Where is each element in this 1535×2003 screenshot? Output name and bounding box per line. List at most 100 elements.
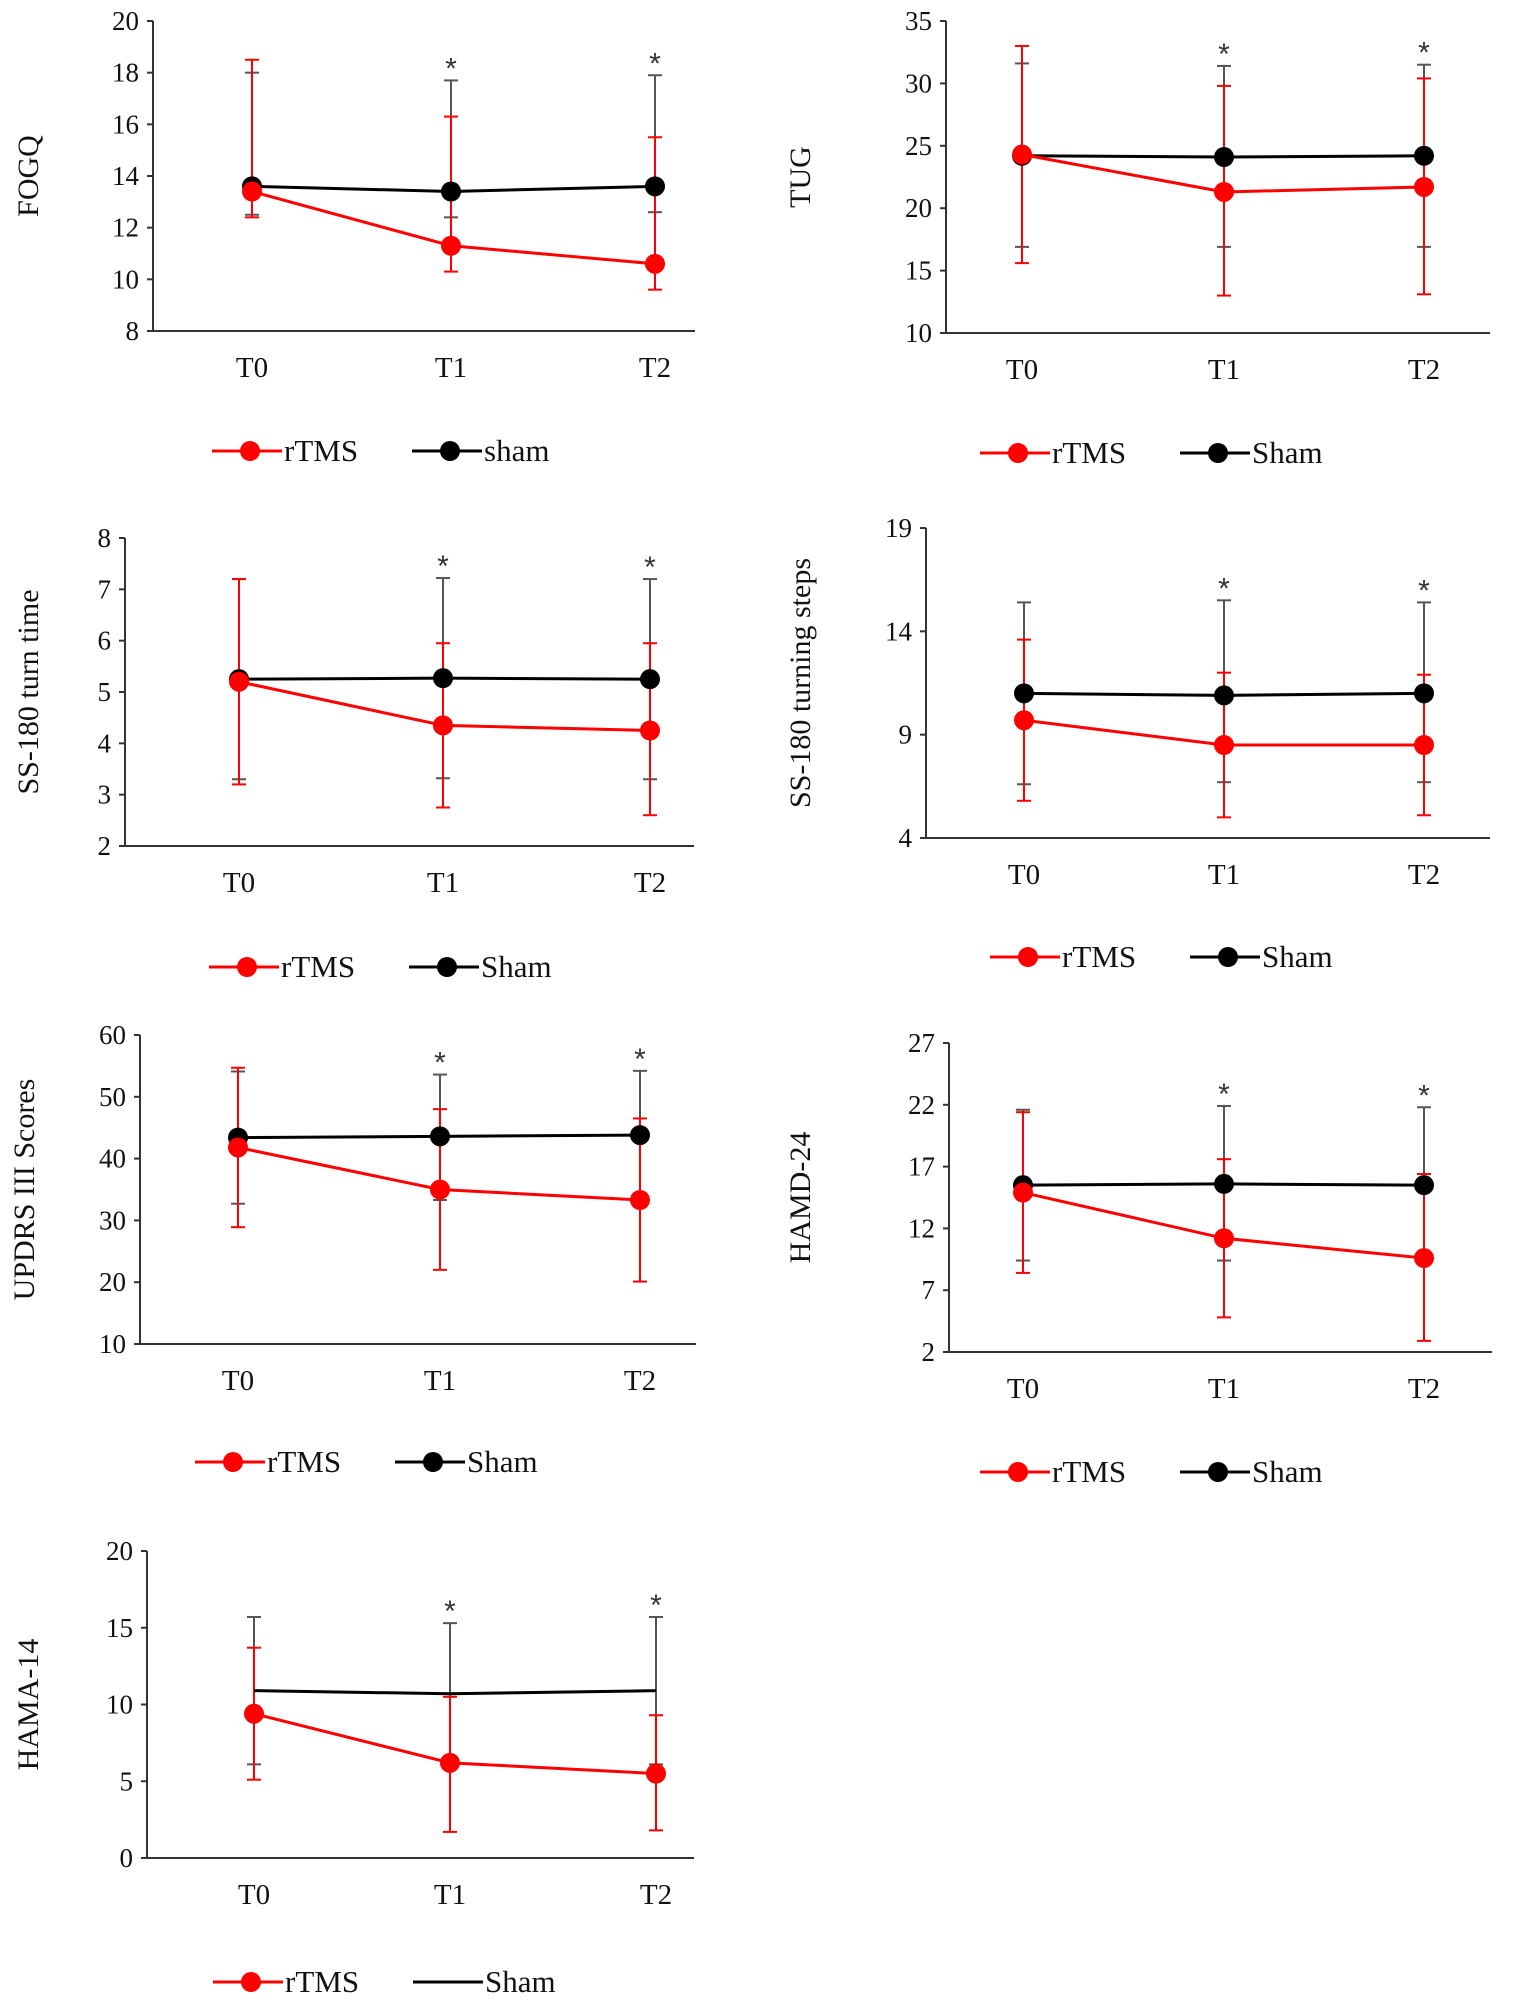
y-tick-label: 25 [905, 131, 932, 161]
significance-star: * [1418, 37, 1430, 70]
x-tick-label: T2 [639, 352, 671, 384]
data-point [1214, 735, 1234, 755]
y-tick-label: 5 [120, 1766, 134, 1796]
x-tick-label: T1 [434, 1879, 466, 1911]
y-tick-label: 5 [98, 677, 112, 707]
y-tick-label: 22 [908, 1090, 935, 1120]
significance-star: * [1218, 38, 1230, 71]
data-point [1414, 683, 1434, 704]
y-tick-label: 8 [126, 316, 140, 346]
chart-panel-4: 4 9 14 19 T0 T1 T2 SS-180 turning steps * * rTMS Sh… [784, 513, 1490, 974]
data-point [1014, 683, 1034, 704]
y-tick-label: 6 [98, 626, 112, 656]
legend-item-sham: sham [412, 433, 549, 468]
legend-swatch-marker [1008, 1462, 1028, 1482]
legend-label: Sham [481, 949, 552, 984]
y-tick-label: 2 [98, 831, 112, 861]
significance-star: * [437, 550, 449, 583]
data-point [1214, 685, 1234, 706]
x-tick-label: T1 [1208, 859, 1240, 891]
y-tick-label: 30 [905, 68, 932, 98]
x-tick-label: T2 [1408, 859, 1440, 891]
y-tick-label: 10 [106, 1690, 133, 1720]
data-point [1414, 1175, 1434, 1196]
x-tick-label: T1 [427, 867, 459, 899]
significance-star: * [444, 1595, 456, 1628]
y-axis-title: HAMA-14 [12, 1639, 45, 1771]
y-axis-title: TUG [784, 146, 817, 208]
legend-label: Sham [1262, 939, 1333, 974]
x-tick-label: T0 [1008, 859, 1040, 891]
x-tick-label: T0 [1007, 1373, 1039, 1405]
data-point [244, 1703, 264, 1724]
legend-item-rtms: rTMS [213, 1964, 359, 1999]
y-tick-label: 12 [112, 213, 139, 243]
y-tick-label: 4 [899, 823, 913, 853]
data-point [640, 720, 660, 741]
data-point [433, 715, 453, 736]
legend-label: Sham [467, 1444, 538, 1479]
legend-swatch-marker [240, 441, 260, 461]
data-point [228, 1137, 248, 1158]
x-tick-label: T2 [634, 867, 666, 899]
x-tick-label: T0 [222, 1365, 254, 1397]
legend-item-rtms: rTMS [990, 939, 1136, 974]
x-tick-label: T0 [223, 867, 255, 899]
data-point [646, 1763, 666, 1784]
data-point [430, 1179, 450, 1200]
legend-item-rtms: rTMS [980, 1454, 1126, 1489]
legend-swatch-marker [440, 441, 460, 461]
legend-item-rtms: rTMS [195, 1444, 341, 1479]
legend-swatch-marker [1208, 1462, 1228, 1482]
data-point [630, 1125, 650, 1146]
legend-swatch-marker [241, 1972, 261, 1992]
legend-label: sham [484, 433, 549, 468]
x-tick-label: T2 [624, 1365, 656, 1397]
legend-item-rtms: rTMS [209, 949, 355, 984]
legend-swatch-marker [1008, 443, 1028, 463]
x-tick-label: T1 [1208, 1373, 1240, 1405]
data-point [1214, 181, 1234, 202]
y-axis-title: HAMD-24 [784, 1132, 817, 1264]
y-tick-label: 10 [112, 264, 139, 294]
y-axis-title: SS-180 turning steps [784, 558, 817, 808]
data-point [645, 176, 665, 197]
data-point [1214, 1228, 1234, 1249]
y-tick-label: 16 [112, 109, 139, 139]
y-tick-label: 50 [99, 1082, 126, 1112]
data-point [630, 1190, 650, 1211]
significance-star: * [1418, 1079, 1430, 1112]
y-tick-label: 20 [112, 6, 139, 36]
y-tick-label: 14 [112, 161, 140, 191]
legend-swatch-marker [423, 1452, 443, 1472]
data-point [430, 1126, 450, 1147]
data-point [1414, 145, 1434, 166]
legend-label: Sham [1252, 1454, 1323, 1489]
legend-item-sham: Sham [1190, 939, 1333, 974]
x-tick-label: T0 [236, 352, 268, 384]
y-tick-label: 10 [99, 1329, 126, 1359]
y-tick-label: 27 [908, 1028, 935, 1058]
x-tick-label: T0 [238, 1879, 270, 1911]
y-tick-label: 0 [120, 1843, 134, 1873]
legend-item-sham: Sham [1180, 435, 1323, 470]
legend-item-sham: Sham [409, 949, 552, 984]
legend-item-rtms: rTMS [212, 433, 358, 468]
y-axis-title: SS-180 turn time [12, 589, 45, 794]
data-point [242, 181, 262, 202]
data-point [1013, 1182, 1033, 1203]
significance-star: * [644, 551, 656, 584]
legend-item-rtms: rTMS [980, 435, 1126, 470]
data-point [1414, 735, 1434, 755]
x-tick-label: T1 [1208, 354, 1240, 386]
y-tick-label: 7 [922, 1275, 936, 1305]
y-tick-label: 35 [905, 6, 932, 36]
significance-star: * [445, 52, 457, 85]
y-tick-label: 20 [905, 193, 932, 223]
data-point [1214, 1173, 1234, 1194]
data-point [640, 669, 660, 690]
legend-label: Sham [1252, 435, 1323, 470]
y-tick-label: 3 [98, 780, 112, 810]
